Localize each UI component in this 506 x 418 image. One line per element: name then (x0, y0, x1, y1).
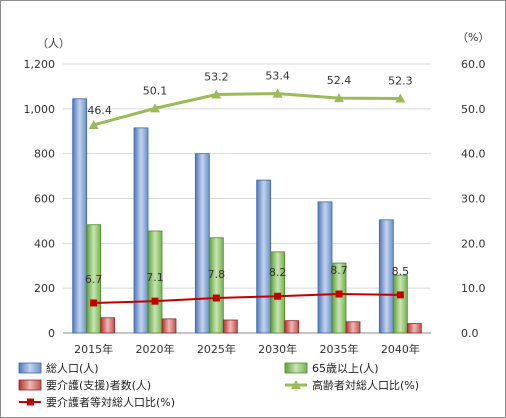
category-label: 2020年 (136, 342, 175, 356)
legend-label: 65歳以上(人) (312, 362, 379, 375)
legend-marker (291, 380, 301, 389)
bar-2-2 (222, 319, 238, 334)
line-1 (93, 292, 401, 304)
left-tick-label: 800 (34, 148, 55, 161)
category-label: 2030年 (258, 342, 297, 356)
category-label: 2015年 (74, 342, 113, 356)
data-label: 52.4 (327, 74, 352, 87)
bar-2-0 (100, 317, 116, 334)
right-tick-label: 60.0 (461, 58, 486, 71)
legend-swatch (18, 362, 42, 374)
category-axis-labels: 2015年 2020年 2025年 2030年 2035年 2040年 (74, 342, 420, 356)
data-label: 7.1 (146, 271, 164, 284)
category-label: 2040年 (381, 342, 420, 356)
data-label: 53.4 (265, 70, 290, 83)
square-marker (396, 291, 404, 299)
legend-label: 要介護者等対総人口比(%) (46, 395, 175, 409)
bar-2-1 (161, 318, 177, 334)
left-tick-label: 1,000 (24, 103, 56, 116)
square-marker (212, 294, 220, 302)
gridlines (63, 63, 431, 334)
bar-1-3 (270, 251, 286, 334)
lines (88, 88, 406, 307)
category-label: 2035年 (320, 342, 359, 356)
legend-marker (27, 398, 34, 406)
legend: 総人口(人) 65歳以上(人) 要介護(支援)者数(人) 高齢者対総人口比(%) 要介護… (18, 361, 419, 409)
left-tick-label: 1,200 (24, 58, 56, 71)
legend-label: 要介護(支援)者数(人) (46, 378, 151, 392)
triangle-marker (395, 93, 406, 103)
bar-0-3 (256, 179, 272, 334)
bar-1-4 (331, 262, 347, 334)
square-marker (335, 290, 343, 298)
right-tick-label: 20.0 (461, 237, 486, 250)
right-tick-label: 0.0 (461, 327, 479, 340)
bars (72, 98, 422, 334)
legend-swatch (18, 379, 42, 391)
left-tick-label: 200 (34, 282, 55, 295)
square-marker (274, 292, 282, 300)
triangle-marker (272, 88, 283, 98)
data-label: 52.3 (388, 75, 413, 88)
triangle-marker (88, 119, 99, 129)
left-tick-label: 0 (48, 327, 55, 340)
data-label: 8.7 (330, 264, 348, 277)
data-label: 50.1 (143, 84, 168, 97)
right-tick-label: 10.0 (461, 282, 486, 295)
data-label: 8.5 (392, 265, 410, 278)
data-label: 7.8 (208, 268, 226, 281)
triangle-marker (334, 93, 344, 103)
right-axis-unit: （%） (457, 31, 489, 44)
data-label: 6.7 (85, 273, 103, 286)
bar-2-3 (284, 320, 300, 334)
triangle-marker (211, 89, 222, 99)
right-tick-label: 30.0 (461, 193, 486, 206)
bar-0-1 (133, 127, 149, 334)
left-axis-ticks: 0 200 400 600 800 1,000 1,200 (24, 58, 56, 340)
bar-0-0 (72, 98, 88, 334)
bar-2-5 (406, 323, 422, 334)
bar-1-1 (147, 230, 163, 334)
square-marker (90, 299, 98, 307)
data-label: 46.4 (87, 104, 112, 117)
right-axis-ticks: 0.0 10.0 20.0 30.0 40.0 50.0 60.0 (461, 58, 486, 340)
square-marker (151, 297, 159, 305)
category-label: 2025年 (197, 342, 236, 356)
legend-swatch (284, 362, 308, 374)
left-tick-label: 400 (34, 237, 55, 250)
left-tick-label: 600 (34, 193, 55, 206)
data-label: 53.2 (204, 70, 229, 83)
bar-1-2 (208, 237, 224, 334)
legend-label: 総人口(人) (46, 361, 99, 375)
legend-label: 高齢者対総人口比(%) (312, 378, 419, 392)
bar-2-4 (345, 321, 361, 334)
bar-0-2 (194, 153, 210, 334)
data-labels: 46.4 50.1 53.2 53.4 52.4 52.3 6.7 7.1 7.8 8.2 8.7 8… (85, 70, 413, 286)
left-axis-unit: （人） (37, 37, 70, 50)
triangle-marker (150, 103, 160, 113)
bar-1-5 (392, 274, 408, 334)
right-tick-label: 40.0 (461, 148, 486, 161)
line-0 (93, 92, 401, 127)
right-tick-label: 50.0 (461, 103, 486, 116)
data-label: 8.2 (269, 266, 287, 279)
